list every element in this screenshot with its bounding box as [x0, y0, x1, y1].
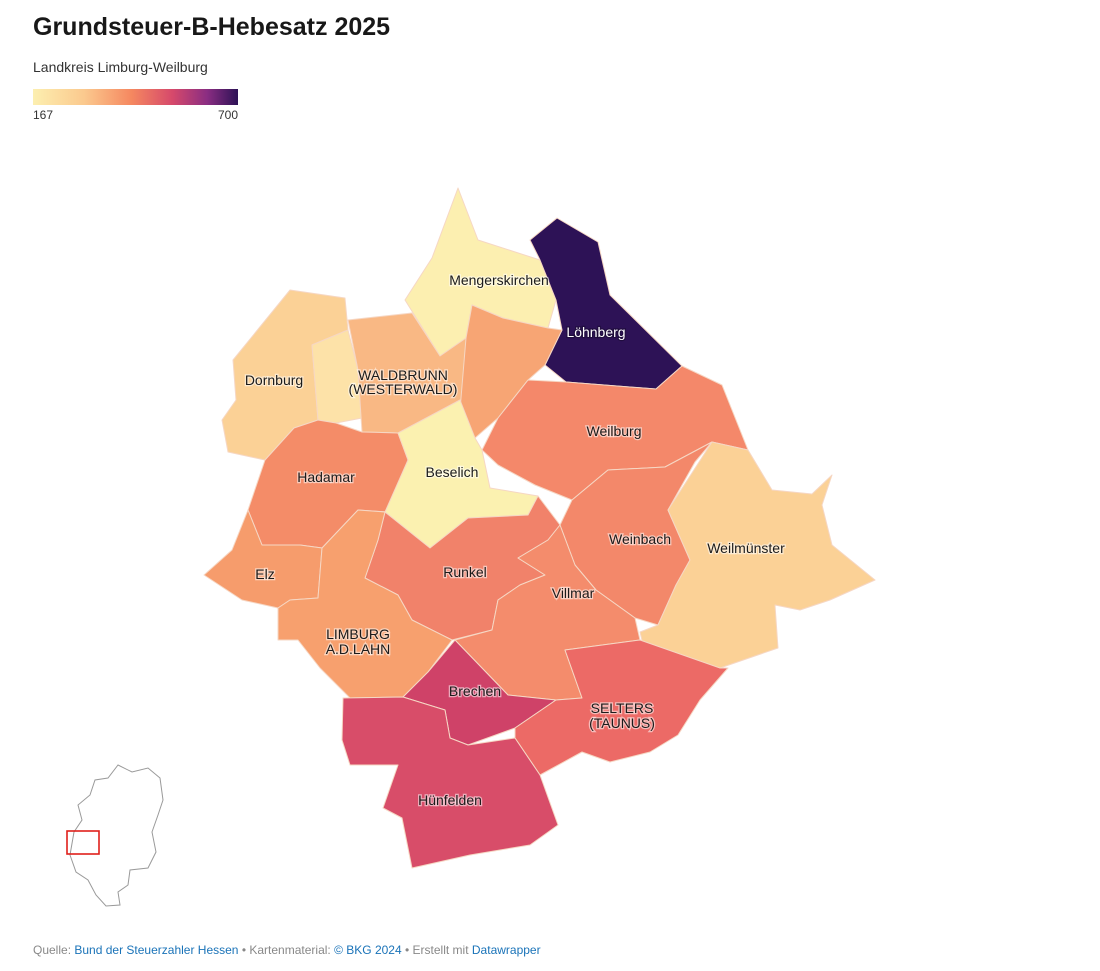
label-mengerskirchen: Mengerskirchen — [449, 272, 549, 288]
source-prefix: Quelle: — [33, 943, 72, 957]
label-waldbrunn-2: (WESTERWALD) — [349, 381, 458, 397]
label-runkel: Runkel — [443, 564, 487, 580]
map-credit-prefix: Kartenmaterial: — [249, 943, 331, 957]
label-selters-2: (TAUNUS) — [589, 715, 655, 731]
locator-map — [66, 764, 164, 907]
label-huenfelden: Hünfelden — [418, 792, 482, 808]
label-limburg-1: LIMBURG — [326, 626, 390, 642]
source-link[interactable]: Bund der Steuerzahler Hessen — [74, 943, 239, 957]
chart-subtitle: Landkreis Limburg-Weilburg — [33, 59, 208, 75]
map-credit-link[interactable]: © BKG 2024 — [334, 943, 402, 957]
label-weilburg: Weilburg — [587, 423, 642, 439]
region-huenfelden[interactable] — [341, 696, 559, 869]
legend-max-label: 700 — [217, 108, 238, 122]
made-with-prefix: Erstellt mit — [412, 943, 469, 957]
label-brechen: Brechen — [449, 683, 501, 699]
color-legend: 167 700 — [33, 89, 238, 124]
label-weinbach: Weinbach — [609, 531, 671, 547]
label-loehnberg: Löhnberg — [566, 324, 625, 340]
hesse-outline — [69, 764, 164, 907]
legend-min-label: 167 — [33, 108, 54, 122]
label-villmar: Villmar — [552, 585, 595, 601]
label-hadamar: Hadamar — [297, 469, 355, 485]
chart-title: Grundsteuer-B-Hebesatz 2025 — [33, 13, 391, 41]
locator-highlight-box — [66, 830, 100, 855]
legend-gradient-bar — [33, 89, 238, 105]
label-waldbrunn-1: WALDBRUNN — [358, 367, 448, 383]
footer: Quelle: Bund der Steuerzahler Hessen • K… — [33, 943, 541, 957]
label-weilmuenster: Weilmünster — [707, 540, 785, 556]
label-dornburg: Dornburg — [245, 372, 303, 388]
region-weilmuenster[interactable] — [639, 441, 876, 676]
datawrapper-link[interactable]: Datawrapper — [471, 943, 541, 957]
label-elz: Elz — [255, 566, 274, 582]
label-beselich: Beselich — [426, 464, 479, 480]
region-selters[interactable] — [514, 639, 729, 776]
label-limburg-2: A.D.LAHN — [326, 641, 391, 657]
label-selters-1: SELTERS — [591, 700, 654, 716]
